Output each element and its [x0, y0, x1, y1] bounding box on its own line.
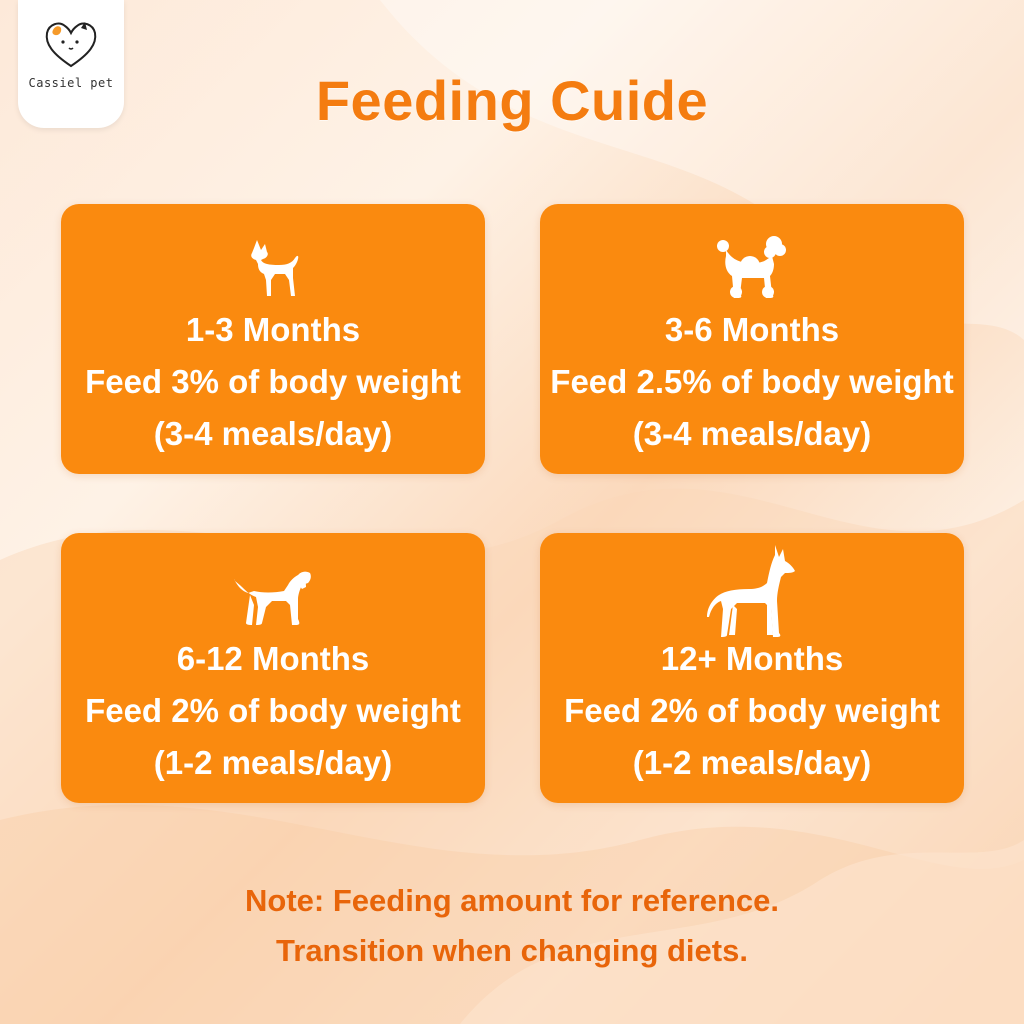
meals-per-day: (3-4 meals/day): [632, 415, 872, 452]
meals-per-day: (1-2 meals/day): [632, 744, 872, 781]
age-range: 3-6 Months: [664, 311, 840, 348]
note-line-1: Note: Feeding amount for reference.: [245, 883, 779, 918]
feeding-card-6-12-months: 6-12 Months Feed 2% of body weight (1-2 …: [61, 533, 485, 803]
feeding-card-1-3-months: 1-3 Months Feed 3% of body weight (3-4 m…: [61, 204, 485, 474]
feed-amount: Feed 2% of body weight: [564, 692, 940, 729]
feed-amount: Feed 3% of body weight: [85, 363, 461, 400]
page-title: Feeding Cuide: [315, 69, 709, 132]
poodle-icon: [717, 236, 786, 298]
chihuahua-icon: [251, 240, 299, 296]
feeding-note: Note: Feeding amount for reference. Tran…: [0, 876, 1024, 976]
feed-amount: Feed 2.5% of body weight: [550, 363, 954, 400]
feeding-card-12-plus-months: 12+ Months Feed 2% of body weight (1-2 m…: [540, 533, 964, 803]
doberman-icon: [707, 545, 795, 637]
age-range: 12+ Months: [660, 640, 844, 677]
meals-per-day: (1-2 meals/day): [153, 744, 393, 781]
meals-per-day: (3-4 meals/day): [153, 415, 393, 452]
note-line-2: Transition when changing diets.: [276, 933, 748, 968]
heart-dog-cat-icon: [45, 22, 97, 68]
feeding-card-3-6-months: 3-6 Months Feed 2.5% of body weight (3-4…: [540, 204, 964, 474]
age-range: 6-12 Months: [176, 640, 370, 677]
brand-name: Cassiel pet: [28, 76, 114, 90]
age-range: 1-3 Months: [185, 311, 361, 348]
feed-amount: Feed 2% of body weight: [85, 692, 461, 729]
brand-logo-badge: Cassiel pet: [18, 0, 124, 128]
beagle-icon: [234, 571, 311, 625]
